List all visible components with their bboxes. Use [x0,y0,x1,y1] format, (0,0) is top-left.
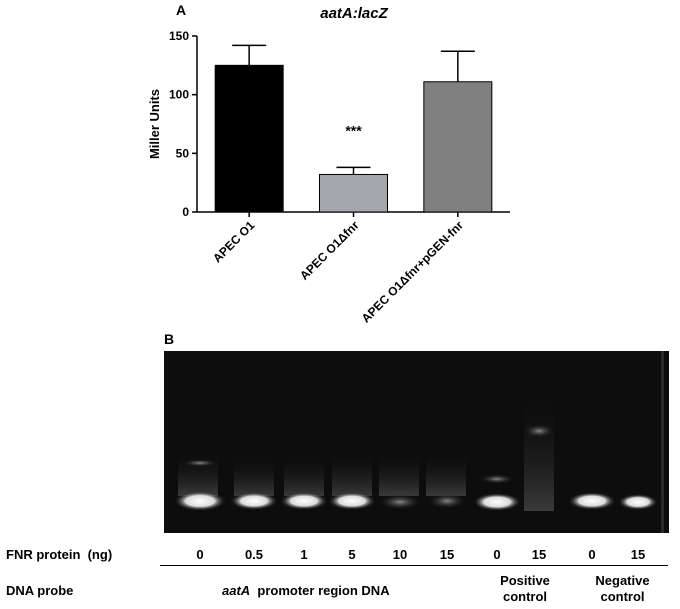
gel-band [427,493,467,509]
gel-smear [524,391,554,511]
panel-b-label: B [164,331,175,347]
gel-smear [426,451,466,496]
y-tick-label: 100 [169,88,189,102]
gel-band [378,494,422,510]
gel-band [618,494,658,510]
bar [319,173,388,213]
gel-smear [379,451,419,496]
fnr-lane-value: 15 [439,547,455,562]
positive-control-label: Positive control [490,573,560,605]
y-tick-label: 0 [182,205,189,219]
gel-edge [661,351,664,533]
chart-title: aatA:lacZ [320,5,388,22]
gel-band [174,491,226,511]
fnr-lane-value: 0 [196,547,204,562]
bar-chart: aatA:lacZ Miller Units 0 50 100 150 APEC O1 A… [147,5,510,325]
bar [214,64,284,213]
fnr-row-label: FNR protein (ng) [6,547,113,562]
fnr-lane-value: 0 [493,547,501,562]
fnr-lane-value: 15 [531,547,547,562]
gel-band [473,493,521,511]
y-tick-label: 150 [169,29,189,43]
negative-control-label: Negative control [585,573,660,605]
gel-band [479,474,515,484]
gel-smear [178,451,218,496]
y-axis-label: Miller Units [147,89,162,159]
x-tick-label: APEC O1Δfnr+pGEN-fnr [359,218,466,325]
y-tick-label: 50 [176,146,190,160]
probe-main-text: promoter region DNA [250,583,390,598]
gel-band [523,424,555,438]
gel-smear [332,451,372,496]
bar [423,81,493,213]
gel-band [230,492,278,510]
fnr-lane-value: 10 [392,547,408,562]
gel-band [280,492,328,510]
fnr-lane-value: 1 [300,547,308,562]
probe-row-label: DNA probe [6,583,74,598]
positive-control-line-2: control [502,589,548,604]
x-tick-label: APEC O1 [210,218,257,265]
fnr-lane-value: 0.5 [244,547,264,562]
gel-image [164,351,669,533]
negative-control-line-1: Negative [595,573,650,588]
gel-band [568,492,616,510]
fnr-lane-value: 15 [630,547,646,562]
fnr-lane-value: 5 [348,547,356,562]
gel-band [328,492,376,510]
gel-smear [284,456,324,496]
panel-a-label: A [176,2,187,18]
probe-main-label: aatA promoter region DNA [222,583,390,598]
x-tick-label: APEC O1Δfnr [297,218,362,283]
gel-smear [234,456,274,496]
gel-band [182,459,218,467]
probe-gene-name: aatA [222,583,251,598]
positive-control-line-1: Positive [500,573,550,588]
significance-label: *** [345,122,362,138]
fnr-lane-value: 0 [588,547,596,562]
negative-control-line-2: control [600,589,645,604]
gel-bands [174,351,664,533]
separator-line [160,565,668,566]
